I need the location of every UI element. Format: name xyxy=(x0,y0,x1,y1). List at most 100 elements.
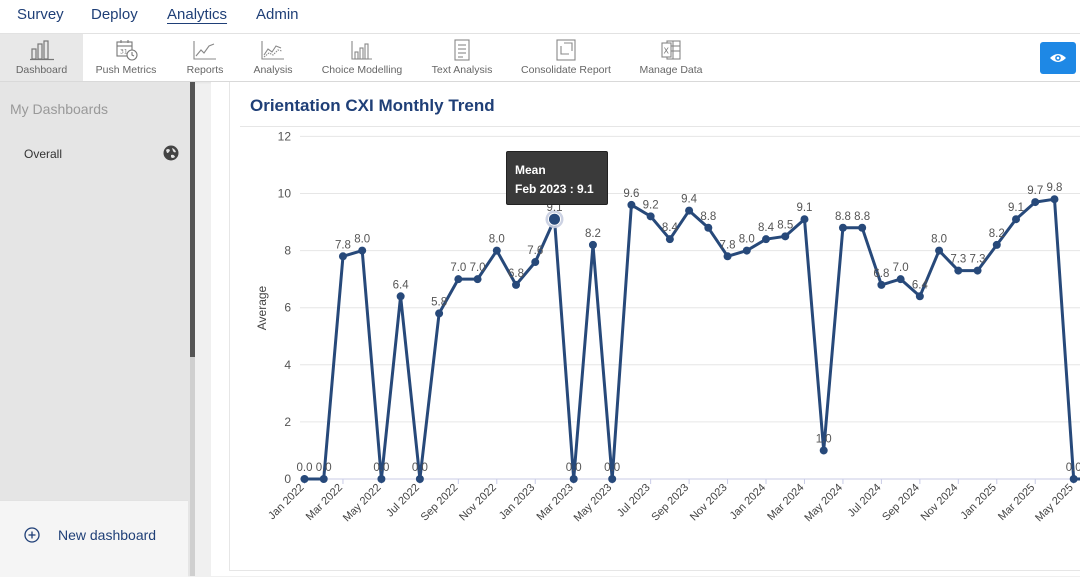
data-point xyxy=(512,281,520,289)
data-point xyxy=(1050,195,1058,203)
data-point xyxy=(301,475,309,483)
x-tick-label: May 2023 xyxy=(572,482,615,525)
data-label: 8.0 xyxy=(489,234,505,246)
data-label: 8.2 xyxy=(989,228,1005,240)
x-tick-label: Jan 2025 xyxy=(958,482,998,522)
data-label: 7.8 xyxy=(335,239,351,251)
data-point xyxy=(416,475,424,483)
y-tick-label: 4 xyxy=(284,358,291,372)
data-point xyxy=(397,292,405,300)
data-point xyxy=(548,213,560,225)
data-label: 5.8 xyxy=(431,296,447,308)
x-tick-label: May 2024 xyxy=(802,482,845,525)
data-label: 7.3 xyxy=(950,254,966,266)
data-point xyxy=(704,224,712,232)
data-label: 7.0 xyxy=(893,262,909,274)
y-tick-label: 12 xyxy=(278,129,292,143)
data-label: 8.8 xyxy=(700,211,716,223)
data-label: 7.0 xyxy=(470,262,486,274)
x-tick-label: Sep 2022 xyxy=(419,482,461,524)
data-point xyxy=(954,267,962,275)
data-label: 0.0 xyxy=(566,462,582,474)
y-tick-label: 0 xyxy=(284,472,291,486)
x-tick-label: Sep 2024 xyxy=(880,482,922,524)
data-point xyxy=(570,475,578,483)
data-label: 0.0 xyxy=(316,462,332,474)
data-label: 9.2 xyxy=(643,199,659,211)
data-label: 0.0 xyxy=(373,462,389,474)
data-point xyxy=(858,224,866,232)
data-point xyxy=(435,309,443,317)
data-point xyxy=(666,235,674,243)
data-point xyxy=(762,235,770,243)
data-label: 9.8 xyxy=(1046,182,1062,194)
tooltip-value: Feb 2023 : 9.1 xyxy=(515,180,607,199)
data-label: 8.8 xyxy=(854,211,870,223)
tooltip-series: Mean xyxy=(515,161,607,180)
data-point xyxy=(320,475,328,483)
data-label: 9.4 xyxy=(681,194,698,206)
data-label: 8.5 xyxy=(777,219,793,231)
data-point xyxy=(877,281,885,289)
x-tick-label: Sep 2023 xyxy=(649,482,691,524)
x-tick-label: May 2022 xyxy=(341,482,384,525)
x-tick-label: Mar 2022 xyxy=(304,482,345,523)
data-point xyxy=(493,247,501,255)
x-tick-label: Jul 2023 xyxy=(615,482,653,520)
y-tick-label: 10 xyxy=(278,187,292,201)
data-point xyxy=(358,247,366,255)
x-tick-label: Mar 2025 xyxy=(996,482,1037,523)
data-label: 8.4 xyxy=(758,222,775,234)
data-point xyxy=(800,215,808,223)
x-tick-label: Nov 2023 xyxy=(688,482,730,524)
data-label: 9.1 xyxy=(1008,202,1024,214)
data-point xyxy=(897,275,905,283)
data-label: 6.8 xyxy=(873,268,889,280)
y-tick-label: 6 xyxy=(284,301,291,315)
data-point xyxy=(685,207,693,215)
x-tick-label: May 2025 xyxy=(1033,482,1076,525)
data-point xyxy=(474,275,482,283)
data-point xyxy=(647,212,655,220)
data-label: 8.8 xyxy=(835,211,851,223)
data-label: 7.6 xyxy=(527,245,543,257)
y-axis-label: Average xyxy=(255,285,269,330)
data-point xyxy=(820,446,828,454)
data-point xyxy=(627,201,635,209)
data-label: 8.0 xyxy=(931,234,947,246)
data-point xyxy=(339,252,347,260)
data-label: 8.0 xyxy=(739,234,755,246)
data-label: 8.4 xyxy=(662,222,679,234)
data-point xyxy=(974,267,982,275)
chart-tooltip: Mean Feb 2023 : 9.1 xyxy=(506,151,608,205)
x-tick-label: Jan 2022 xyxy=(266,482,306,522)
x-tick-label: Jan 2024 xyxy=(728,482,768,522)
x-tick-label: Nov 2022 xyxy=(457,482,499,524)
data-label: 9.1 xyxy=(796,202,812,214)
data-label: 9.7 xyxy=(1027,185,1043,197)
data-point xyxy=(608,475,616,483)
data-label: 0.0 xyxy=(297,462,313,474)
data-label: 8.0 xyxy=(354,234,370,246)
data-point xyxy=(743,247,751,255)
data-label: 7.3 xyxy=(970,254,986,266)
data-point xyxy=(724,252,732,260)
x-tick-label: Jul 2022 xyxy=(384,482,422,520)
data-label: 6.4 xyxy=(912,279,929,291)
data-point xyxy=(1012,215,1020,223)
data-point xyxy=(839,224,847,232)
x-tick-label: Nov 2024 xyxy=(919,482,961,524)
x-tick-label: Jan 2023 xyxy=(497,482,537,522)
x-tick-label: Mar 2024 xyxy=(765,482,806,523)
data-point xyxy=(1031,198,1039,206)
series-line xyxy=(305,199,1080,479)
data-label: 7.0 xyxy=(450,262,466,274)
data-label: 9.6 xyxy=(623,188,639,200)
data-point xyxy=(935,247,943,255)
data-label: 0.0 xyxy=(1066,462,1080,474)
data-label: 8.2 xyxy=(585,228,601,240)
data-point xyxy=(781,232,789,240)
data-point xyxy=(531,258,539,266)
x-tick-label: Jul 2024 xyxy=(846,482,884,520)
